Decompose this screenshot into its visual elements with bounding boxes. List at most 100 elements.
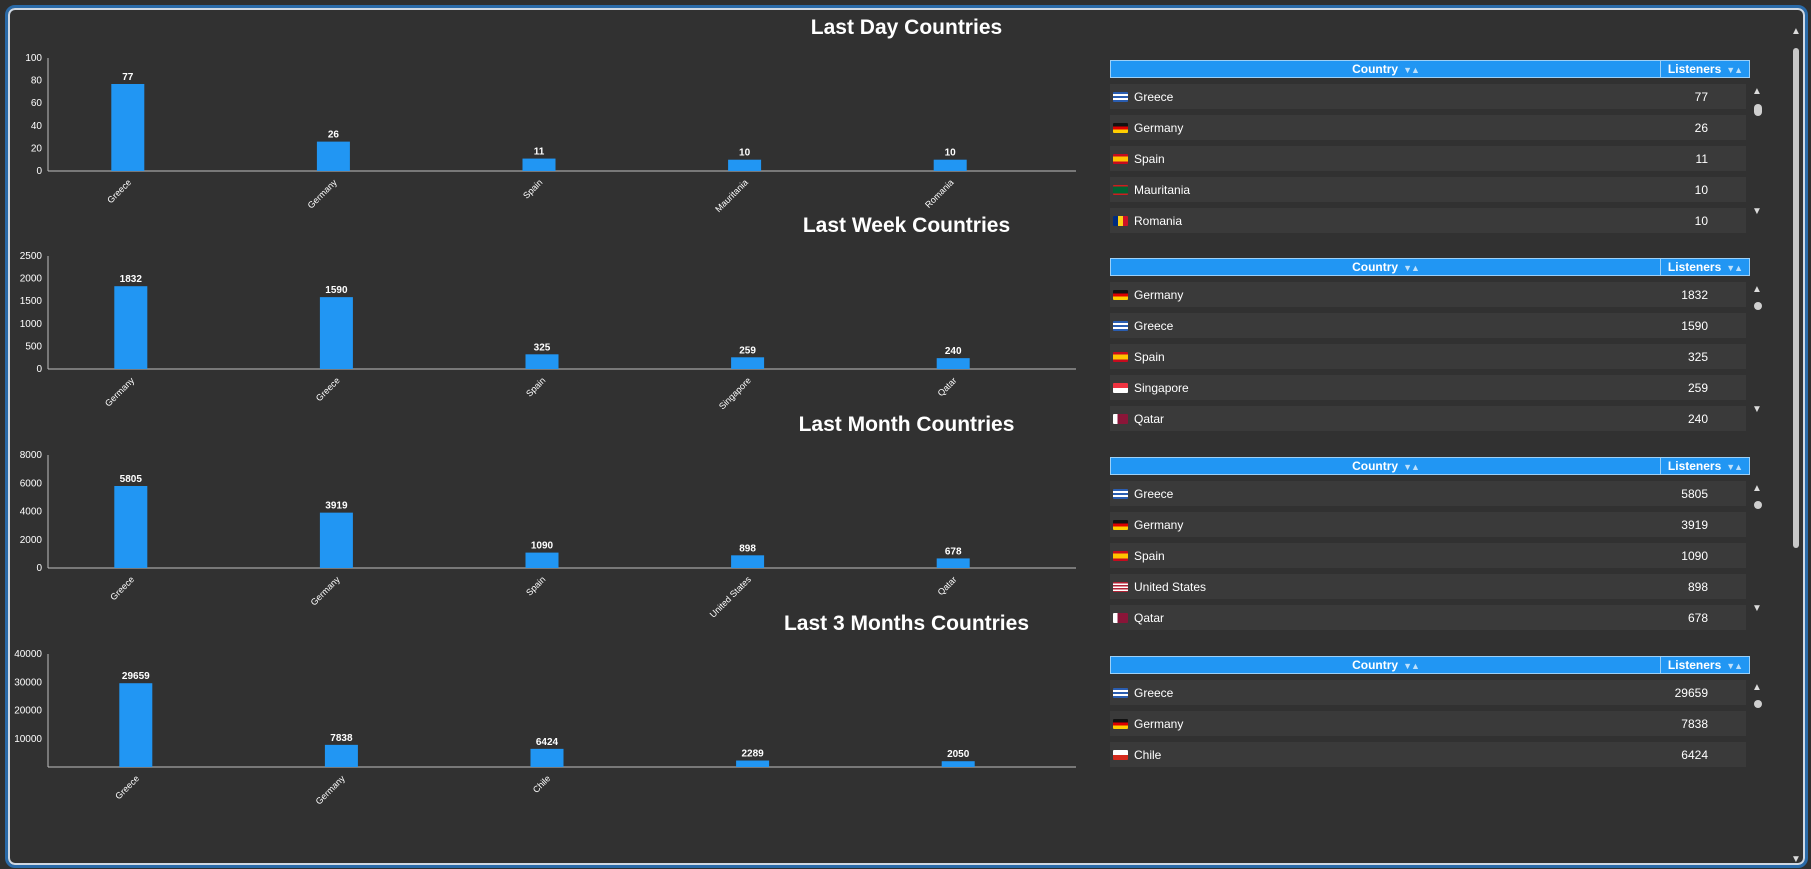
romania-flag-icon	[1113, 215, 1128, 226]
table-row[interactable]: United States 898	[1110, 574, 1746, 599]
table-row[interactable]: Spain 11	[1110, 146, 1746, 171]
table-row[interactable]: Germany 3919	[1110, 512, 1746, 537]
listeners-header-label: Listeners	[1667, 459, 1722, 473]
bar[interactable]	[731, 357, 765, 369]
country-name-cell: Spain	[1134, 151, 1165, 166]
y-tick-label: 30000	[14, 677, 42, 688]
dashboard-window: ▲ ▼ Last Day Countries 0 20 40 60 80 100 77 Gree…	[5, 5, 1808, 868]
table-header: Country ▼▲ Listeners ▼▲	[1110, 656, 1750, 674]
country-column-header[interactable]: Country ▼▲	[1111, 61, 1661, 77]
y-tick-label: 4000	[20, 507, 43, 518]
table-row[interactable]: Qatar 240	[1110, 406, 1746, 431]
listeners-column-header[interactable]: Listeners ▼▲	[1661, 458, 1749, 474]
bar[interactable]	[316, 141, 350, 171]
sort-arrows-icon[interactable]: ▼▲	[1726, 462, 1743, 472]
bar-value-label: 3919	[325, 501, 348, 512]
qatar-flag-icon	[1113, 413, 1128, 424]
scroll-down-arrow-icon[interactable]: ▼	[1752, 603, 1762, 614]
germany-flag-icon	[1113, 122, 1128, 133]
table-scrollbar[interactable]: ▲ ▼	[1750, 276, 1764, 426]
bar[interactable]	[114, 286, 148, 369]
bar[interactable]	[319, 297, 353, 369]
x-tick-label: Germany	[103, 375, 137, 409]
scroll-up-arrow-icon[interactable]: ▲	[1752, 86, 1762, 97]
sort-arrows-icon[interactable]: ▼▲	[1726, 263, 1743, 273]
table-row[interactable]: Greece 77	[1110, 84, 1746, 109]
listeners-column-header[interactable]: Listeners ▼▲	[1661, 657, 1749, 673]
sort-arrows-icon[interactable]: ▼▲	[1726, 65, 1743, 75]
listeners-column-header[interactable]: Listeners ▼▲	[1661, 61, 1749, 77]
table-scrollbar[interactable]: ▲	[1750, 674, 1764, 824]
country-column-header[interactable]: Country ▼▲	[1111, 458, 1661, 474]
countries-section: Last Week Countries 0 500 1000 1500 2000 2500 1…	[8, 206, 1778, 436]
bar-value-label: 240	[945, 346, 962, 357]
scroll-down-arrow-icon[interactable]: ▼	[1791, 854, 1801, 865]
sort-arrows-icon[interactable]: ▼▲	[1403, 462, 1420, 472]
table-scrollbar[interactable]: ▲ ▼	[1750, 475, 1764, 625]
bar[interactable]	[114, 486, 148, 568]
bar[interactable]	[936, 558, 970, 568]
listeners-count-cell: 325	[1687, 349, 1708, 364]
table-row[interactable]: Mauritania 10	[1110, 177, 1746, 202]
table-scroll-thumb[interactable]	[1754, 302, 1762, 310]
bar-value-label: 7838	[330, 733, 353, 744]
page-scrollbar[interactable]: ▲ ▼	[1790, 20, 1802, 865]
page-scroll-thumb[interactable]	[1793, 48, 1799, 548]
listeners-count-cell: 240	[1687, 411, 1708, 426]
sort-arrows-icon[interactable]: ▼▲	[1403, 661, 1420, 671]
bar[interactable]	[525, 552, 559, 568]
table-row[interactable]: Chile 6424	[1110, 742, 1746, 767]
scroll-down-arrow-icon[interactable]: ▼	[1752, 206, 1762, 217]
table-row[interactable]: Qatar 678	[1110, 605, 1746, 630]
table-row[interactable]: Romania 10	[1110, 208, 1746, 233]
y-tick-label: 1500	[20, 296, 43, 307]
bar[interactable]	[941, 761, 975, 767]
table-scrollbar[interactable]: ▲ ▼	[1750, 78, 1764, 228]
bar[interactable]	[728, 159, 762, 171]
greece-flag-icon	[1113, 687, 1128, 698]
countries-section: Last Month Countries 0 2000 4000 6000 8000 580…	[8, 405, 1778, 635]
y-tick-label: 0	[36, 364, 42, 375]
bar[interactable]	[324, 744, 358, 767]
country-column-header[interactable]: Country ▼▲	[1111, 259, 1661, 275]
scroll-up-arrow-icon[interactable]: ▲	[1752, 284, 1762, 295]
table-row[interactable]: Greece 29659	[1110, 680, 1746, 705]
table-scroll-thumb[interactable]	[1754, 700, 1762, 708]
bar[interactable]	[319, 512, 353, 568]
bar[interactable]	[933, 159, 967, 171]
table-scroll-thumb[interactable]	[1754, 501, 1762, 509]
bar[interactable]	[736, 760, 770, 767]
bar[interactable]	[522, 158, 556, 171]
table-row[interactable]: Spain 325	[1110, 344, 1746, 369]
table-row[interactable]: Spain 1090	[1110, 543, 1746, 568]
scroll-down-arrow-icon[interactable]: ▼	[1752, 404, 1762, 415]
country-name-cell: Qatar	[1134, 411, 1165, 426]
table-scroll-thumb[interactable]	[1754, 104, 1762, 116]
table-row[interactable]: Germany 1832	[1110, 282, 1746, 307]
sort-arrows-icon[interactable]: ▼▲	[1403, 65, 1420, 75]
bar[interactable]	[530, 748, 564, 767]
country-name-cell: Singapore	[1134, 380, 1189, 395]
y-tick-label: 1000	[20, 319, 43, 330]
table-row[interactable]: Germany 7838	[1110, 711, 1746, 736]
sort-arrows-icon[interactable]: ▼▲	[1403, 263, 1420, 273]
bar[interactable]	[525, 354, 559, 369]
table-row[interactable]: Singapore 259	[1110, 375, 1746, 400]
scroll-up-arrow-icon[interactable]: ▲	[1752, 483, 1762, 494]
bar-value-label: 678	[945, 546, 962, 557]
sort-arrows-icon[interactable]: ▼▲	[1726, 661, 1743, 671]
bar[interactable]	[119, 683, 153, 767]
listeners-column-header[interactable]: Listeners ▼▲	[1661, 259, 1749, 275]
countries-table: Country ▼▲ Listeners ▼▲ Greece 77 Germany 26 Spa…	[1110, 60, 1750, 233]
scroll-up-arrow-icon[interactable]: ▲	[1752, 682, 1762, 693]
listeners-header-label: Listeners	[1667, 658, 1722, 672]
table-row[interactable]: Greece 1590	[1110, 313, 1746, 338]
table-row[interactable]: Greece 5805	[1110, 481, 1746, 506]
bar[interactable]	[936, 358, 970, 369]
bar[interactable]	[731, 555, 765, 568]
table-row[interactable]: Germany 26	[1110, 115, 1746, 140]
country-column-header[interactable]: Country ▼▲	[1111, 657, 1661, 673]
bar[interactable]	[111, 83, 145, 171]
x-tick-label: Qatar	[936, 375, 959, 398]
scroll-up-arrow-icon[interactable]: ▲	[1791, 26, 1801, 37]
